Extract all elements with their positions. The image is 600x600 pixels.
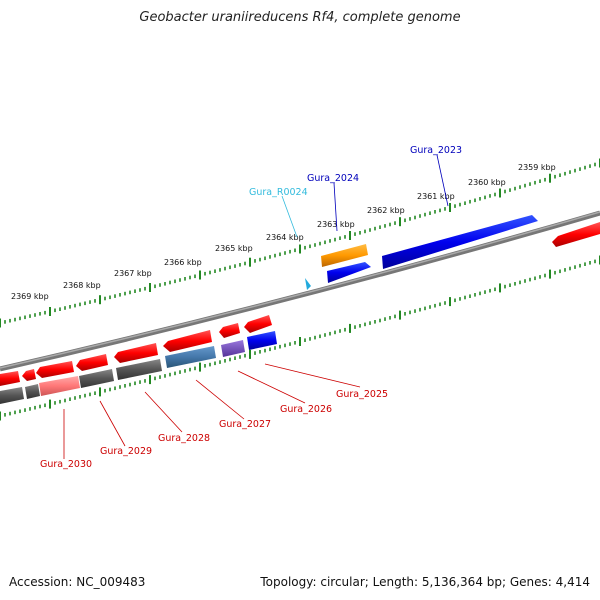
cog-gura-2027[interactable] — [165, 346, 216, 368]
gene-gura-2023[interactable] — [382, 215, 538, 269]
trna-marker[interactable] — [305, 278, 311, 290]
gene-gura-r0024[interactable] — [321, 244, 368, 267]
gene-gura-2025[interactable] — [244, 315, 272, 333]
genome-summary-text: Topology: circular; Length: 5,136,364 bp… — [260, 575, 590, 589]
gene-small-left[interactable] — [22, 369, 36, 381]
ruler-label: 2362 kbp — [367, 206, 405, 215]
leader-lines — [63, 154, 449, 459]
label-gura-2023[interactable]: Gura_2023 — [410, 145, 462, 156]
label-gura-2026[interactable]: Gura_2026 — [280, 404, 332, 415]
cog-gura-2029[interactable] — [79, 369, 114, 388]
ruler-lower — [0, 255, 600, 421]
gene-offscreen-right[interactable] — [552, 222, 600, 247]
ruler-label: 2366 kbp — [164, 258, 202, 267]
label-gura-r0024[interactable]: Gura_R0024 — [249, 187, 308, 198]
cog-edge-left[interactable] — [0, 387, 24, 404]
gene-edge-left[interactable] — [0, 371, 20, 386]
gene-gura-2028[interactable] — [114, 343, 158, 363]
ruler-label: 2359 kbp — [518, 163, 556, 172]
ruler-label: 2368 kbp — [63, 281, 101, 290]
ruler-upper — [0, 158, 600, 328]
genome-backbone — [0, 210, 600, 372]
ruler-label: 2369 kbp — [11, 292, 49, 301]
cog-gura-2030[interactable] — [39, 376, 80, 396]
gene-track-lower-forward — [0, 315, 272, 386]
label-gura-2029[interactable]: Gura_2029 — [100, 446, 152, 457]
map-title: Geobacter uraniireducens Rf4, complete g… — [139, 10, 461, 25]
ruler-label: 2365 kbp — [215, 244, 253, 253]
ruler-labels: 2359 kbp 2360 kbp 2361 kbp 2362 kbp 2363… — [11, 163, 556, 301]
gene-labels: Gura_2023 Gura_2024 Gura_R0024 Gura_2025… — [40, 145, 462, 470]
label-gura-2025[interactable]: Gura_2025 — [336, 389, 388, 400]
label-gura-2028[interactable]: Gura_2028 — [158, 433, 210, 444]
gene-gura-2029[interactable] — [76, 354, 108, 371]
ruler-label: 2360 kbp — [468, 178, 506, 187]
ruler-label: 2364 kbp — [266, 233, 304, 242]
cog-small-left[interactable] — [25, 384, 40, 399]
gene-gura-2027[interactable] — [163, 330, 212, 352]
cog-gura-2028[interactable] — [116, 359, 162, 380]
gene-track-upper — [305, 215, 600, 290]
label-gura-2024[interactable]: Gura_2024 — [307, 173, 359, 184]
ruler-label: 2367 kbp — [114, 269, 152, 278]
ruler-label: 2363 kbp — [317, 220, 355, 229]
label-gura-2030[interactable]: Gura_2030 — [40, 459, 92, 470]
accession-text: Accession: NC_009483 — [9, 575, 146, 589]
gene-gura-2024[interactable] — [327, 262, 371, 283]
label-gura-2027[interactable]: Gura_2027 — [219, 419, 271, 430]
ruler-label: 2361 kbp — [417, 192, 455, 201]
gene-gura-2026[interactable] — [219, 323, 240, 338]
gene-gura-2030[interactable] — [36, 361, 74, 378]
cog-gura-2025[interactable] — [247, 331, 277, 350]
cog-gura-2026[interactable] — [221, 340, 245, 357]
gene-track-lower-cog — [0, 331, 277, 404]
